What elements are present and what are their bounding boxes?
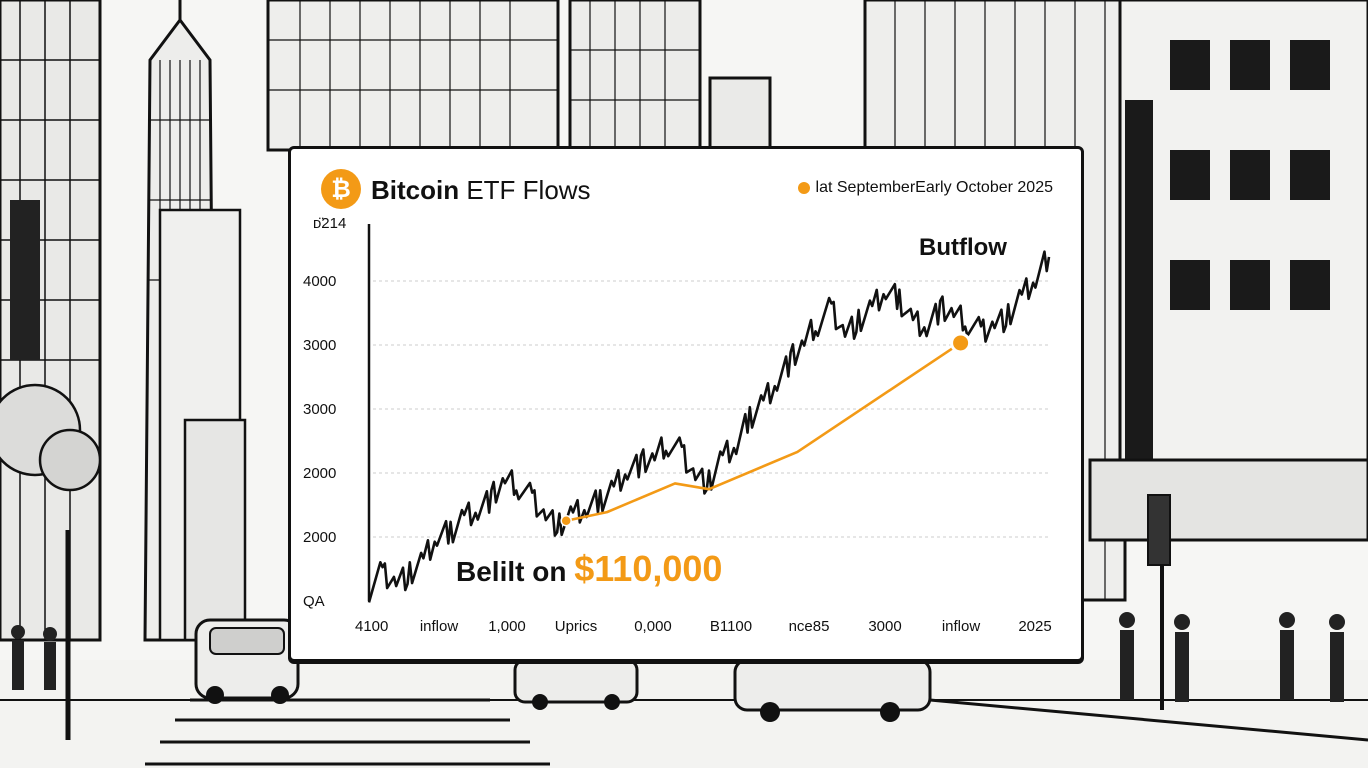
chart-title: Bitcoin ETF Flows (371, 175, 591, 206)
x-tick-label: 0,000 (634, 618, 672, 635)
y-tick-label: 2000 (303, 465, 336, 482)
x-tick-label: inflow (942, 618, 981, 635)
flow-series-line (565, 341, 962, 522)
annotation-inline-text: Belilt on (456, 556, 574, 587)
chart-title-bold: Bitcoin (371, 175, 460, 205)
flow-end-point (950, 332, 972, 354)
legend-swatch-icon (797, 182, 810, 194)
price-series-line (367, 250, 1051, 603)
bitcoin-logo-icon: ₿ (321, 169, 361, 209)
y-tick-label: 3000 (303, 337, 336, 354)
flow-start-point (560, 514, 572, 527)
y-tick-label: QA (303, 593, 325, 610)
annotation-outflow: Butflow (919, 234, 1007, 261)
x-tick-label: 1,000 (488, 618, 526, 635)
y-axis-top-label: ᴅ̈214 (313, 215, 346, 232)
chart-panel: ₿ Bitcoin ETF Flows lat SeptemberEarly O… (288, 146, 1084, 662)
x-tick-label: inflow (420, 618, 459, 635)
x-tick-label: B1100 (710, 618, 752, 635)
legend-label: lat SeptemberEarly October 2025 (815, 179, 1053, 196)
y-tick-label: 4000 (303, 273, 336, 290)
chart-legend: lat SeptemberEarly October 2025 (797, 179, 1053, 197)
x-tick-label: 3000 (868, 618, 901, 635)
annotation-inline: Belilt on $110,000 (456, 548, 722, 589)
x-tick-label: nce85 (789, 618, 830, 635)
annotation-inline-price: $110,000 (574, 548, 722, 589)
x-tick-label: 2025 (1018, 618, 1051, 635)
chart-title-rest: ETF Flows (459, 175, 591, 205)
chart-plot: ᴅ̈214 4000 3000 3000 2000 2000 QA 4100 inflow 1,0… (303, 215, 1052, 635)
y-tick-label: 3000 (303, 401, 336, 418)
y-tick-label: 2000 (303, 529, 336, 546)
x-tick-label: Uprics (555, 618, 598, 635)
x-tick-label: 4100 (355, 618, 388, 635)
